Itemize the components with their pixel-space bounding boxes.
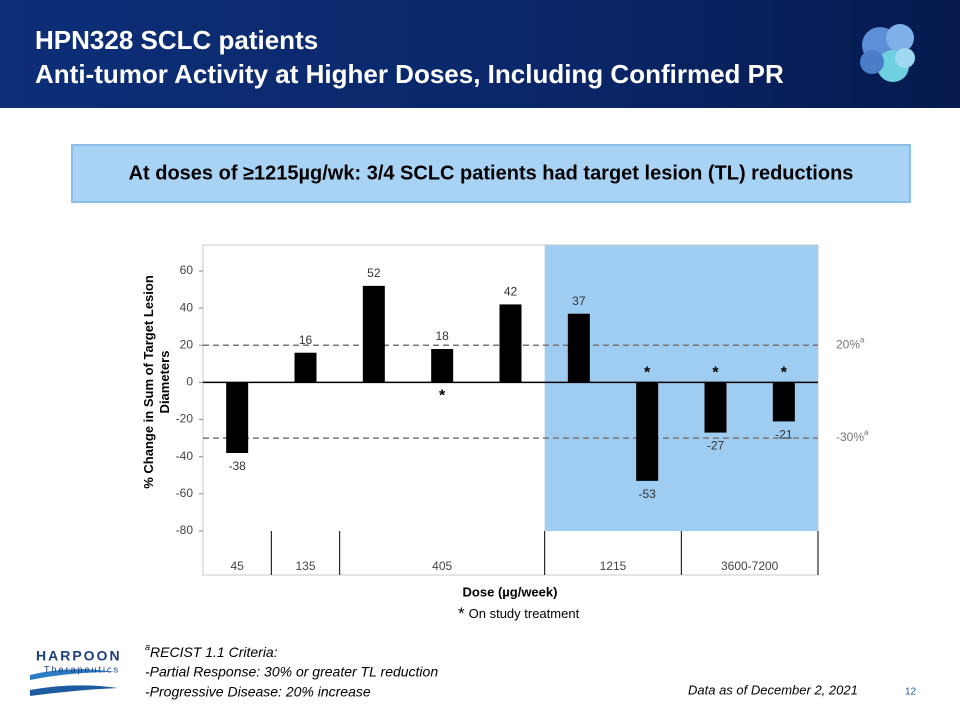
y-tick-label: 40 — [180, 300, 194, 314]
bar — [636, 382, 659, 481]
value-label: -27 — [707, 439, 725, 453]
footnote-line: -Partial Response: 30% or greater TL red… — [145, 664, 438, 680]
bar — [499, 304, 522, 383]
y-tick-label: -60 — [176, 486, 194, 500]
x-axis-label: Dose (µg/week) — [463, 584, 558, 599]
value-label: -21 — [775, 428, 793, 442]
on-study-marker: * — [644, 365, 651, 382]
footnote-line: aRECIST 1.1 Criteria: — [145, 642, 278, 659]
value-label: 16 — [299, 333, 313, 347]
dose-group-label: 3600-7200 — [721, 559, 779, 573]
bar — [294, 352, 317, 383]
value-label: -38 — [228, 459, 246, 473]
y-tick-label: 60 — [180, 263, 194, 277]
dose-group-label: 135 — [295, 559, 315, 573]
callout-box — [71, 144, 911, 203]
bar — [567, 313, 590, 383]
value-label: 18 — [435, 329, 449, 343]
marker-note-star: * — [458, 604, 465, 623]
title: Anti-tumor Activity at Higher Doses, Inc… — [35, 59, 784, 89]
reference-label: -30%a — [836, 428, 869, 444]
y-axis-label: % Change in Sum of Target LesionDiameter… — [141, 275, 172, 489]
y-tick-label: 20 — [180, 337, 194, 351]
value-label: 37 — [572, 294, 586, 308]
logo-sub: Therapeutics — [44, 664, 120, 674]
reference-label: 20%a — [836, 335, 865, 351]
dose-group-label: 405 — [432, 559, 452, 573]
callout-text: At doses of ≥1215µg/wk: 3/4 SCLC patient… — [129, 162, 854, 184]
reference-label-text: -30% — [836, 430, 864, 444]
bar — [226, 382, 249, 453]
header-band — [0, 0, 960, 108]
value-label: 52 — [367, 266, 381, 280]
highlight-region — [544, 245, 818, 531]
reference-note: a — [864, 428, 869, 437]
footnote-mark: a — [145, 642, 150, 652]
plot-frame — [202, 244, 819, 576]
data-date: Data as of December 2, 2021 — [688, 682, 858, 697]
title: HPN328 SCLC patients — [35, 25, 318, 55]
footnote-line: -Progressive Disease: 20% increase — [145, 684, 371, 700]
page-number: 12 — [905, 687, 917, 698]
on-study-marker: * — [781, 365, 788, 382]
on-study-marker: * — [439, 388, 446, 405]
footnote-text: RECIST 1.1 Criteria: — [150, 644, 278, 660]
reference-note: a — [860, 335, 865, 344]
marker-note-text: On study treatment — [469, 606, 580, 621]
y-tick-label: -40 — [176, 449, 194, 463]
bar — [704, 382, 727, 433]
on-study-marker: * — [712, 365, 719, 382]
logo: HARPOON Therapeutics — [30, 648, 122, 696]
y-axis-label-line: % Change in Sum of Target Lesion — [141, 275, 156, 489]
protein-icon — [860, 24, 915, 82]
value-label: 42 — [504, 285, 518, 299]
bar — [431, 349, 454, 383]
y-tick-label: -80 — [176, 523, 194, 537]
reference-label-text: 20% — [836, 337, 860, 351]
dose-group-label: 1215 — [600, 559, 627, 573]
y-tick-label: -20 — [176, 412, 194, 426]
bar — [772, 382, 795, 422]
dose-group-label: 45 — [230, 559, 244, 573]
marker-note: * On study treatment — [458, 604, 580, 623]
logo-name: HARPOON — [36, 648, 122, 664]
bar — [362, 285, 385, 383]
y-axis-label-line: Diameters — [157, 351, 172, 414]
value-label: -53 — [638, 487, 656, 501]
y-tick-label: 0 — [186, 375, 193, 389]
